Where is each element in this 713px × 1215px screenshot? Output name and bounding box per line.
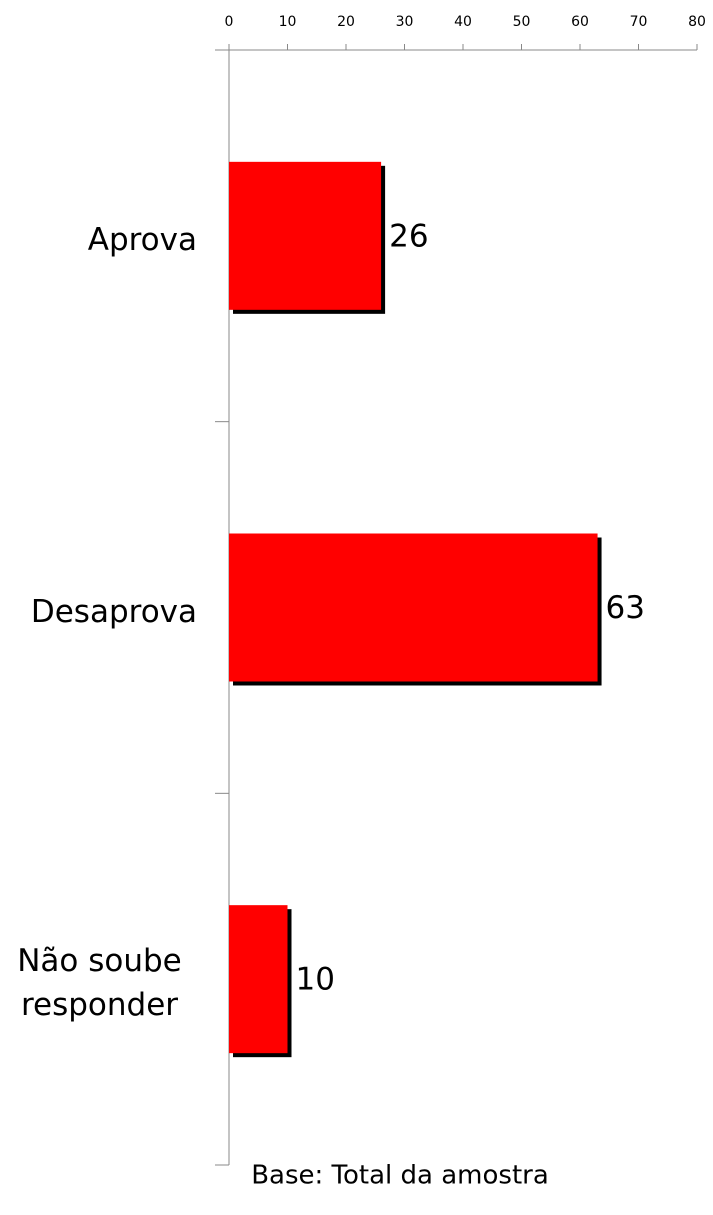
value-label: 26	[389, 218, 428, 254]
x-tick-label: 30	[396, 14, 414, 30]
bar	[229, 161, 382, 310]
x-tick-label: 0	[225, 14, 234, 30]
value-label: 63	[606, 590, 645, 626]
value-label: 10	[296, 962, 335, 998]
x-tick-label: 10	[279, 14, 297, 30]
bar	[229, 905, 288, 1054]
x-tick-label: 80	[688, 14, 706, 30]
category-label: Não soube responder	[17, 943, 182, 1024]
x-tick-label: 50	[513, 14, 531, 30]
category-label: Desaprova	[30, 593, 197, 630]
bar	[229, 533, 598, 682]
x-tick-label: 70	[630, 14, 648, 30]
x-tick-label: 20	[337, 14, 355, 30]
x-tick-label: 40	[454, 14, 472, 30]
footnote: Base: Total da amostra	[251, 1161, 549, 1191]
category-label: Aprova	[87, 221, 197, 258]
x-tick-label: 60	[571, 14, 589, 30]
